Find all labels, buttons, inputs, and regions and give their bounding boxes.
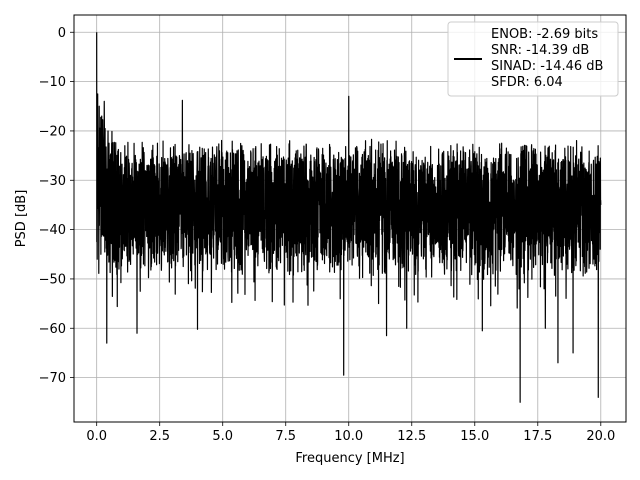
x-tick-label: 20.0 xyxy=(586,429,615,444)
x-tick-label: 0.0 xyxy=(86,429,107,444)
x-tick-label: 12.5 xyxy=(397,429,426,444)
legend-entry-sfdr: SFDR: 6.04 xyxy=(491,75,563,90)
legend-entry-snr: SNR: -14.39 dB xyxy=(491,43,589,58)
x-axis: 0.0 2.5 5.0 7.5 10.0 12.5 15.0 17.5 20.0 xyxy=(86,422,615,444)
y-tick-label: −20 xyxy=(39,124,66,139)
x-tick-label: 7.5 xyxy=(275,429,296,444)
x-axis-label: Frequency [MHz] xyxy=(295,451,404,466)
y-axis-label: PSD [dB] xyxy=(14,190,29,248)
psd-series xyxy=(96,32,602,403)
y-tick-label: −70 xyxy=(39,371,66,386)
legend-box xyxy=(447,21,619,97)
y-tick-label: −10 xyxy=(39,75,66,90)
x-tick-label: 17.5 xyxy=(523,429,552,444)
y-tick-label: −50 xyxy=(39,272,66,287)
y-tick-label: −60 xyxy=(39,322,66,337)
x-tick-label: 5.0 xyxy=(212,429,233,444)
x-tick-label: 10.0 xyxy=(334,429,363,444)
plot-frame xyxy=(73,14,627,423)
legend-entry-enob: ENOB: -2.69 bits xyxy=(491,27,598,42)
y-tick-label: 0 xyxy=(58,26,66,41)
psd-line xyxy=(96,32,602,403)
legend: ENOB: -2.69 bits SNR: -14.39 dB SINAD: -… xyxy=(447,21,619,97)
y-tick-label: −40 xyxy=(39,223,66,238)
y-axis: 0 −10 −20 −30 −40 −50 −60 −70 xyxy=(39,26,74,386)
x-tick-label: 2.5 xyxy=(149,429,170,444)
legend-entry-sinad: SINAD: -14.46 dB xyxy=(491,59,603,74)
y-tick-label: −30 xyxy=(39,174,66,189)
x-tick-label: 15.0 xyxy=(460,429,489,444)
